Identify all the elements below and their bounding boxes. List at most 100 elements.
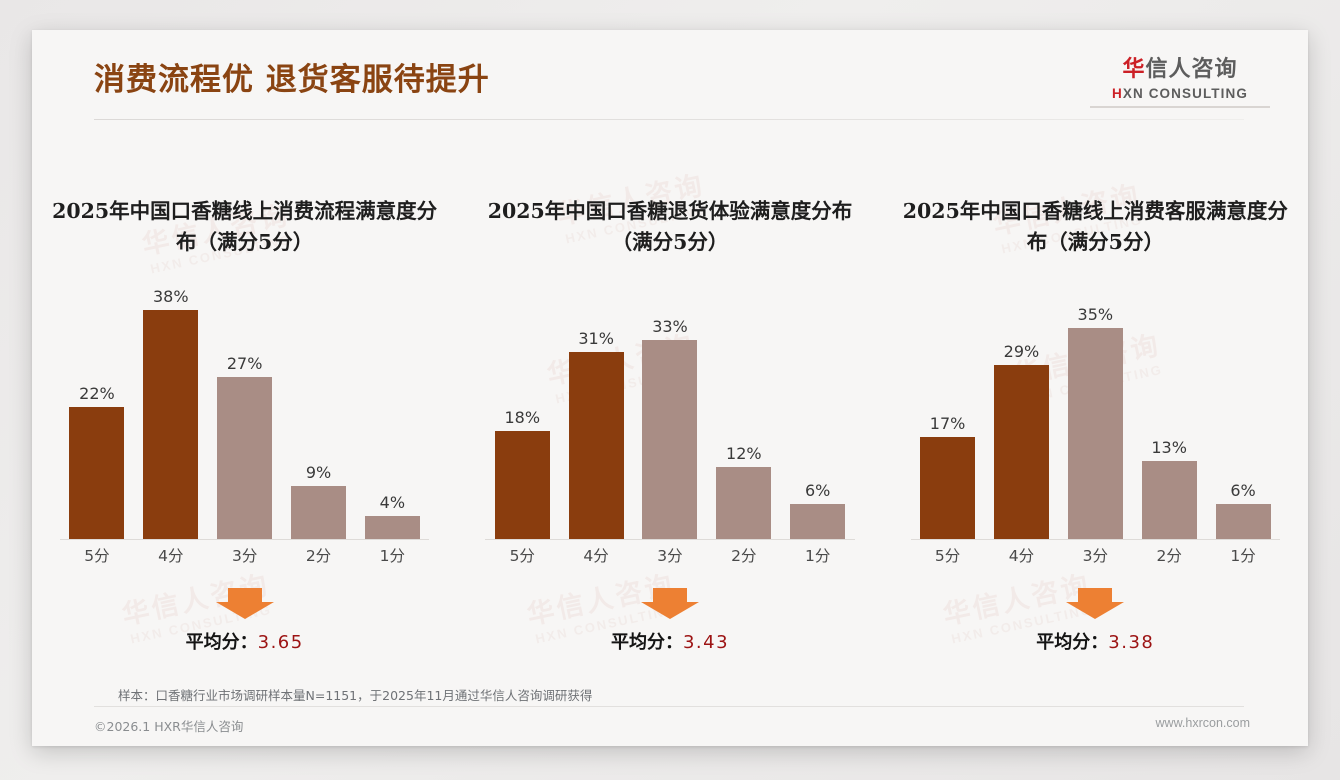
bar-item: 13% — [1134, 298, 1204, 540]
chart-title: 2025年中国口香糖退货体验满意度分布（满分5分） — [487, 199, 853, 254]
average-score: 平均分：3.43 — [457, 628, 882, 654]
x-tick-label: 3分 — [1082, 547, 1108, 565]
x-axis-labels: 5分 4分 3分 2分 1分 — [485, 542, 854, 568]
arrow-container — [457, 586, 882, 620]
bar-value-label: 38% — [153, 287, 189, 307]
bar-value-label: 13% — [1151, 438, 1187, 458]
bar-group: 18% 31% 33% 12% — [485, 298, 854, 540]
bar-rect — [217, 376, 273, 540]
bar-rect — [291, 485, 346, 540]
bar-rect — [642, 340, 698, 540]
bar-rect — [1067, 328, 1123, 540]
footer-divider — [94, 706, 1244, 707]
bar-rect — [568, 352, 624, 540]
x-tick-label: 1分 — [805, 547, 831, 565]
sample-footnote: 样本：口香糖行业市场调研样本量N=1151，于2025年11月通过华信人咨询调研… — [118, 688, 593, 703]
bar-item: 18% — [487, 298, 557, 540]
average-label: 平均分： — [185, 632, 258, 653]
bar-value-label: 35% — [1077, 305, 1114, 325]
bar-rect — [1215, 503, 1271, 540]
website-url: www.hxrcon.com — [1155, 716, 1250, 730]
bar-chart: 18% 31% 33% 12% — [485, 298, 855, 568]
bar-item: 33% — [635, 298, 705, 540]
bar-item: 4% — [357, 298, 427, 540]
x-axis-line — [485, 539, 855, 540]
bar-rect — [920, 437, 976, 540]
copyright-text: ©2026.1 HXR华信人咨询 — [94, 719, 244, 734]
bar-item: 6% — [1208, 298, 1278, 540]
bar-value-label: 9% — [305, 462, 332, 482]
logo-underline — [1090, 106, 1270, 108]
bar-item: 27% — [210, 298, 280, 540]
x-tick-label: 4分 — [158, 547, 184, 565]
bar-value-label: 22% — [79, 383, 115, 403]
bar-rect — [993, 364, 1049, 540]
bar-item: 12% — [709, 298, 779, 540]
arrow-container — [32, 586, 457, 620]
bar-value-label: 6% — [1230, 480, 1256, 500]
bar-rect — [364, 515, 420, 540]
bar-item: 31% — [561, 298, 631, 540]
average-score: 平均分：3.65 — [32, 628, 457, 654]
bar-rect — [790, 503, 846, 540]
bar-value-label: 17% — [929, 414, 966, 434]
header-divider — [94, 119, 1244, 120]
bar-value-label: 4% — [379, 492, 406, 512]
chart-panel-1: 华信人咨询 HXN CONSULTING 华信人咨询 HXN CONSULTIN… — [32, 148, 457, 678]
x-tick-label: 3分 — [231, 547, 258, 565]
bar-item: 35% — [1060, 298, 1130, 540]
logo-hua-char: 华 — [1122, 57, 1146, 82]
bar-rect — [716, 467, 772, 540]
average-value: 3.65 — [257, 632, 304, 653]
bar-rect — [494, 431, 550, 540]
average-value: 3.43 — [682, 632, 730, 653]
logo-english-name: HXN CONSULTING — [1090, 86, 1270, 101]
bar-value-label: 29% — [1003, 341, 1040, 361]
down-arrow-icon — [640, 588, 699, 619]
down-arrow-icon — [215, 588, 274, 619]
chart-panel-3: 华信人咨询 HXN CONSULTING 华信人咨询 HXN CONSULTIN… — [883, 148, 1308, 678]
bar-item: 38% — [136, 287, 206, 540]
bar-item: 29% — [986, 298, 1056, 540]
x-tick-label: 1分 — [379, 547, 406, 565]
bar-chart: 22% 38% 27% 9% — [60, 287, 430, 568]
x-tick-label: 4分 — [583, 547, 609, 565]
slide-footer: ©2026.1 HXR华信人咨询 www.hxrcon.com — [32, 716, 1308, 746]
x-tick-label: 5分 — [509, 547, 535, 565]
x-axis-line — [60, 539, 430, 540]
logo-english-rest: XN CONSULTING — [1122, 86, 1248, 101]
arrow-container — [883, 586, 1308, 620]
bar-item: 6% — [783, 298, 853, 540]
bar-value-label: 18% — [504, 408, 541, 428]
logo-chinese-name: 华信人咨询 — [1090, 56, 1270, 84]
average-value: 3.38 — [1108, 632, 1155, 653]
company-logo: 华信人咨询 HXN CONSULTING — [1090, 56, 1270, 108]
average-label: 平均分： — [610, 632, 683, 653]
down-arrow-icon — [1066, 588, 1125, 619]
bar-group: 22% 38% 27% 9% — [60, 287, 429, 540]
bar-item: 17% — [913, 298, 983, 540]
logo-chinese-rest: 信人咨询 — [1145, 57, 1238, 82]
chart-panel-2: 华信人咨询 HXN CONSULTING 华信人咨询 HXN CONSULTIN… — [457, 148, 882, 678]
bar-rect — [143, 310, 199, 540]
page-title: 消费流程优 退货客服待提升 — [94, 62, 490, 98]
x-tick-label: 2分 — [305, 547, 332, 565]
bar-item: 9% — [283, 298, 353, 540]
x-axis-line — [910, 539, 1280, 540]
logo-h-char: H — [1112, 86, 1123, 101]
x-tick-label: 3分 — [657, 547, 683, 565]
x-tick-label: 5分 — [84, 547, 110, 565]
chart-title: 2025年中国口香糖线上消费客服满意度分布（满分5分） — [902, 199, 1288, 254]
x-tick-label: 1分 — [1230, 547, 1256, 565]
x-tick-label: 4分 — [1008, 547, 1035, 565]
average-score: 平均分：3.38 — [883, 628, 1308, 654]
x-axis-labels: 5分 4分 3分 2分 1分 — [60, 542, 429, 568]
x-tick-label: 2分 — [731, 547, 757, 565]
x-axis-labels: 5分 4分 3分 2分 1分 — [911, 542, 1280, 568]
bar-chart: 17% 29% 35% 13% — [910, 298, 1280, 568]
x-tick-label: 2分 — [1156, 547, 1182, 565]
bar-rect — [1141, 461, 1197, 540]
slide-card: 消费流程优 退货客服待提升 华信人咨询 HXN CONSULTING 华信人咨询… — [32, 30, 1308, 746]
bar-value-label: 27% — [226, 353, 263, 373]
bar-item: 22% — [62, 298, 132, 540]
